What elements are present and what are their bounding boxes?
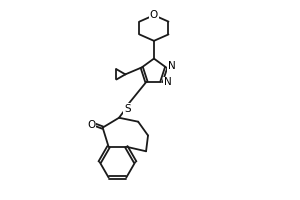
Text: O: O (87, 120, 95, 130)
Text: O: O (150, 10, 158, 20)
Text: N: N (168, 61, 176, 71)
Text: N: N (164, 77, 171, 87)
Text: S: S (124, 104, 130, 114)
